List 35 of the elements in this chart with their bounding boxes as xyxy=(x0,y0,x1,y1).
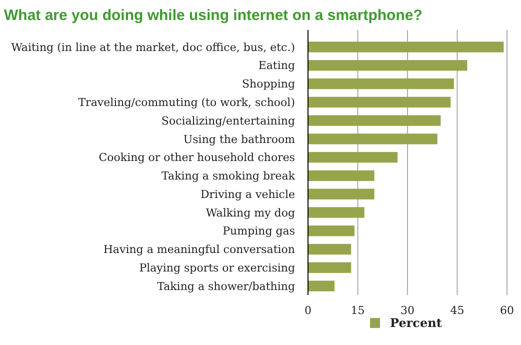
bar xyxy=(308,188,374,200)
y-tick-label: Socializing/entertaining xyxy=(161,114,295,128)
y-tick-label: Cooking or other household chores xyxy=(98,151,296,164)
bar xyxy=(308,134,438,144)
y-tick-label: Using the bathroom xyxy=(183,132,296,146)
y-tick-label: Taking a smoking break xyxy=(162,170,296,183)
y-tick-label: Eating xyxy=(258,59,295,72)
y-tick-label: Taking a shower/bathing xyxy=(157,280,295,293)
y-tick-label: Having a meaningful conversation xyxy=(103,243,295,256)
bar xyxy=(308,42,504,52)
x-tick-label: 30 xyxy=(400,304,414,317)
y-tick-label: Traveling/commuting (to work, school) xyxy=(78,96,295,110)
y-tick-label: Playing sports or exercising xyxy=(139,261,295,274)
bar xyxy=(308,207,364,218)
y-tick-label: Shopping xyxy=(242,78,295,91)
bar xyxy=(308,96,451,108)
bar xyxy=(308,226,354,236)
x-tick-label: 60 xyxy=(500,304,514,317)
bar xyxy=(308,115,441,126)
y-tick-label: Pumping gas xyxy=(222,224,296,238)
y-tick-label: Walking my dog xyxy=(206,206,295,220)
bar xyxy=(308,244,352,255)
bar xyxy=(308,78,454,90)
bar xyxy=(308,170,374,182)
bar xyxy=(308,152,398,163)
bar xyxy=(308,262,352,273)
bar xyxy=(308,280,335,292)
y-tick-label: Waiting (in line at the market, doc office, bus, etc.) xyxy=(11,40,295,54)
x-tick-label: 45 xyxy=(450,304,464,317)
chart-title: What are you doing while using internet on a smartphone? xyxy=(4,7,422,24)
y-tick-label: Driving a vehicle xyxy=(200,188,295,201)
x-tick-label: 0 xyxy=(304,304,312,317)
legend-label: Percent xyxy=(390,316,442,330)
bar xyxy=(308,60,468,71)
x-tick-label: 15 xyxy=(350,304,365,317)
